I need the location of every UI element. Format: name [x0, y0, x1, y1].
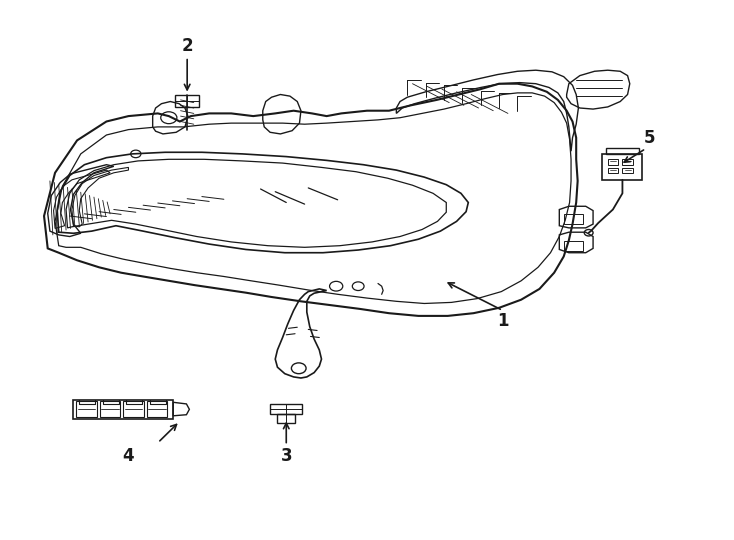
Text: 3: 3: [280, 447, 292, 465]
Bar: [608, 168, 618, 173]
Text: 5: 5: [644, 129, 655, 147]
Bar: [564, 214, 583, 224]
Text: 1: 1: [497, 312, 509, 330]
Text: 4: 4: [123, 447, 134, 465]
Bar: [564, 241, 583, 251]
Bar: [622, 159, 633, 165]
Bar: [608, 159, 618, 165]
Bar: [622, 168, 633, 173]
Text: 2: 2: [181, 37, 193, 55]
